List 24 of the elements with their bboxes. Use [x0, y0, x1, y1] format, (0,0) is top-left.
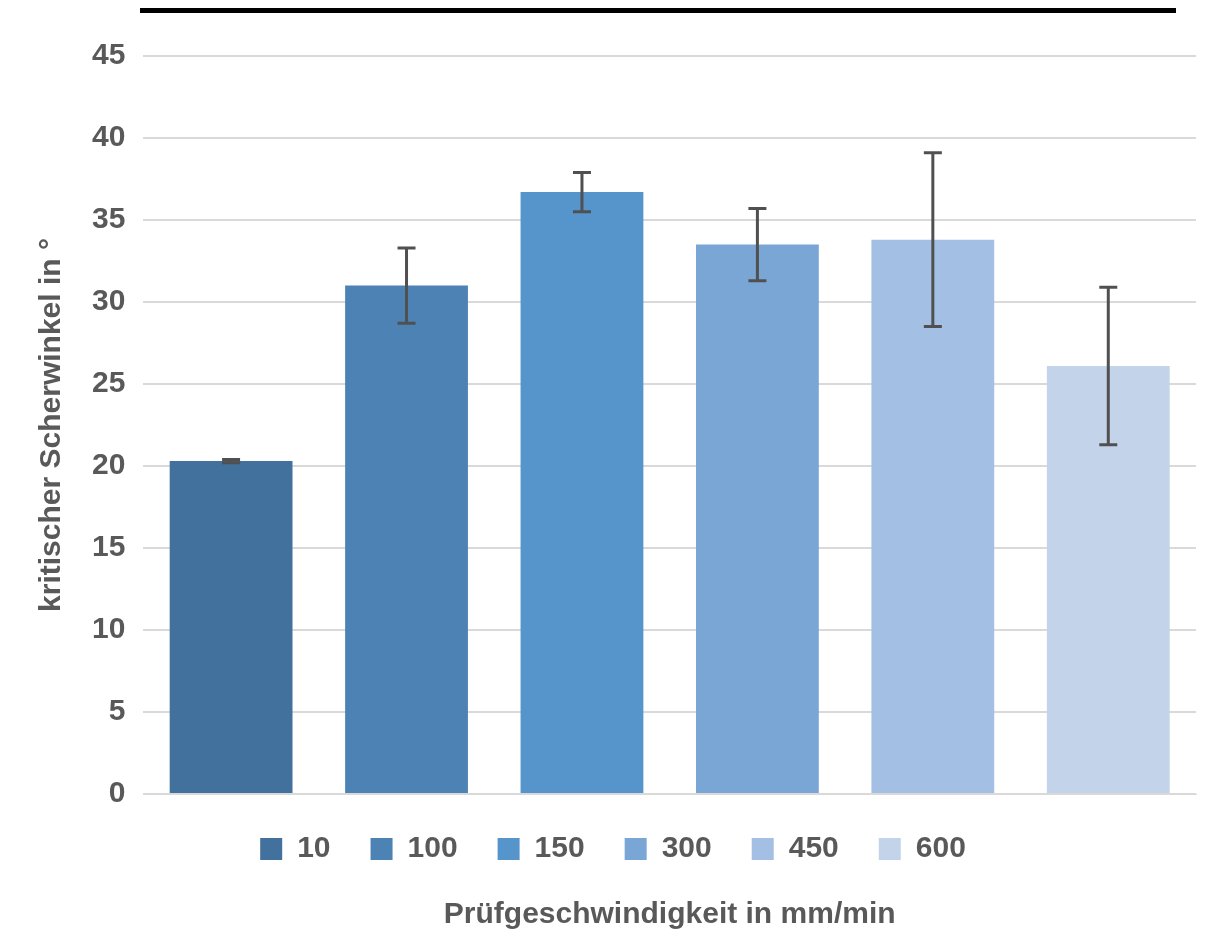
y-tick-label: 20: [91, 447, 126, 481]
y-axis-title: kritischer Scherwinkel in °: [33, 238, 67, 612]
y-tick-label: 35: [91, 201, 126, 235]
y-tick-label: 25: [91, 365, 126, 399]
y-tick-label: 15: [91, 529, 126, 563]
bar: [696, 244, 819, 793]
bar: [520, 192, 644, 793]
y-tick-label: 40: [91, 119, 126, 153]
y-tick-label: 30: [91, 283, 126, 317]
legend-label: 10: [297, 830, 331, 864]
bar: [1046, 365, 1170, 793]
legend-label: 600: [915, 830, 966, 864]
y-tick-label: 45: [91, 37, 126, 71]
bar: [345, 285, 468, 793]
y-tick-label: 5: [108, 693, 126, 727]
legend-label: 450: [788, 830, 839, 864]
legend-label: 150: [534, 830, 585, 864]
y-tick-label: 10: [91, 611, 126, 645]
x-axis-title: Prüfgeschwindigkeit in mm/min: [443, 896, 896, 930]
bar: [871, 239, 995, 793]
legend-label: 100: [407, 830, 458, 864]
y-tick-label: 0: [108, 775, 126, 809]
bar: [169, 461, 293, 793]
legend-label: 300: [661, 830, 712, 864]
